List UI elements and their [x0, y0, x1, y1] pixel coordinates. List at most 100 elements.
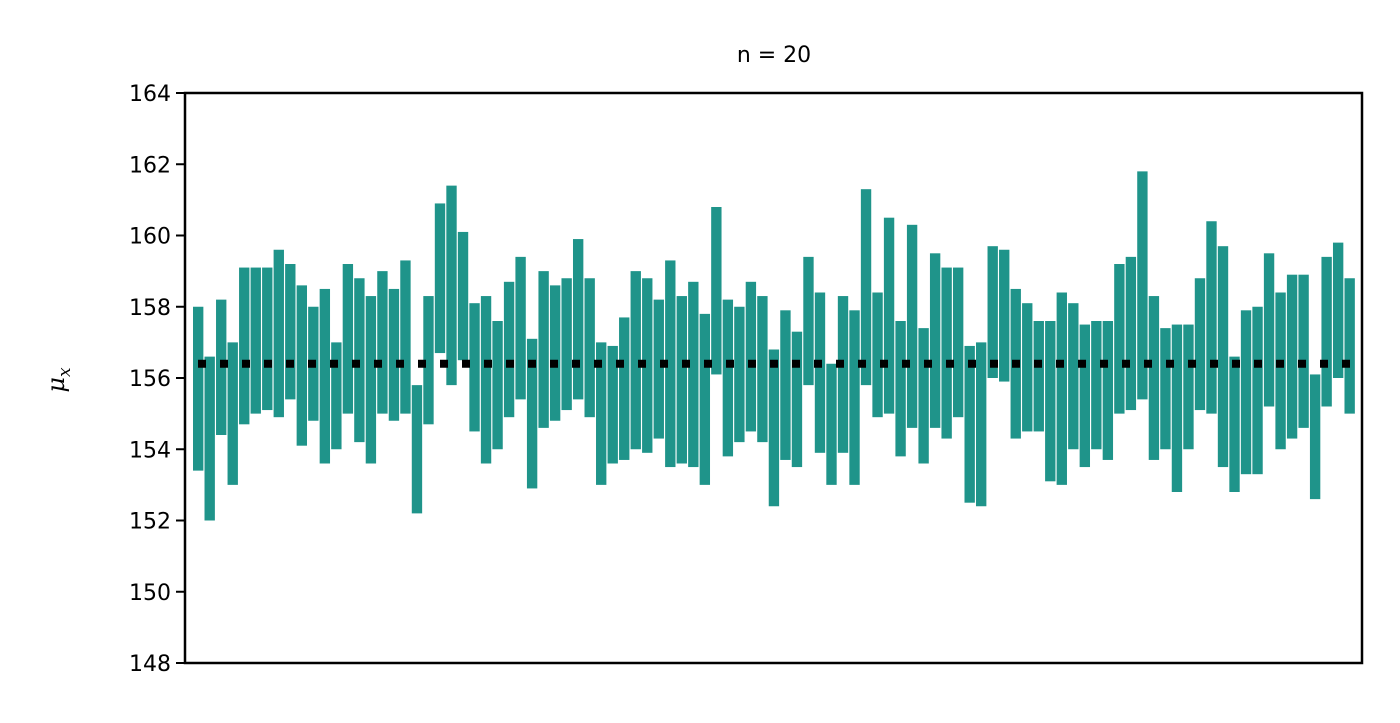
- confidence-interval-bar: [1091, 321, 1102, 450]
- confidence-interval-bar: [734, 306, 745, 443]
- intervals-layer: [193, 171, 1355, 521]
- y-tick-label: 152: [129, 510, 171, 535]
- confidence-interval-bar: [262, 267, 273, 411]
- confidence-interval-bar: [1079, 324, 1091, 468]
- confidence-interval-bar: [906, 224, 918, 428]
- confidence-interval-bar: [803, 256, 814, 386]
- confidence-interval-bar: [941, 267, 952, 439]
- confidence-interval-bar: [400, 260, 411, 414]
- confidence-interval-bar: [699, 313, 711, 485]
- confidence-interval-bar: [607, 345, 618, 464]
- confidence-interval-bar: [860, 189, 872, 386]
- chart-title: n = 20: [737, 43, 811, 68]
- confidence-interval-bar: [814, 292, 826, 453]
- confidence-interval-bar: [492, 321, 503, 450]
- confidence-interval-bar: [503, 281, 515, 418]
- confidence-interval-bar: [1229, 356, 1240, 492]
- y-tick-label: 148: [129, 652, 171, 677]
- confidence-interval-bar: [976, 342, 987, 507]
- confidence-interval-bar: [619, 317, 630, 460]
- confidence-interval-bar: [1125, 256, 1137, 411]
- confidence-interval-bar: [204, 356, 215, 521]
- confidence-interval-bar: [572, 239, 584, 400]
- y-axis-ticks: 148 150 152 154 156 158 160 162 164: [129, 82, 185, 677]
- y-tick-label: 160: [129, 225, 171, 250]
- confidence-interval-bar: [929, 253, 941, 428]
- confidence-interval-bar: [1022, 303, 1033, 432]
- confidence-interval-bar: [1033, 321, 1044, 432]
- confidence-interval-bar: [411, 385, 423, 514]
- confidence-interval-bar: [561, 278, 572, 411]
- confidence-interval-bar: [964, 345, 975, 503]
- confidence-interval-bar: [584, 278, 595, 418]
- confidence-interval-bar: [630, 271, 641, 450]
- confidence-interval-bar: [1137, 171, 1148, 400]
- confidence-interval-bar: [1183, 324, 1194, 450]
- confidence-interval-bar: [826, 363, 837, 485]
- y-axis-label-main: μ: [42, 377, 70, 393]
- y-tick-label: 158: [129, 296, 171, 321]
- confidence-interval-bar: [757, 296, 768, 443]
- confidence-interval-bar: [296, 285, 307, 446]
- confidence-interval-bar: [1263, 253, 1275, 407]
- confidence-interval-bar: [1309, 374, 1321, 500]
- y-axis-label: μx: [42, 367, 75, 393]
- confidence-interval-bar: [1148, 296, 1160, 460]
- y-tick-label: 164: [129, 82, 171, 107]
- confidence-interval-bar: [250, 267, 261, 414]
- confidence-interval-bar: [745, 281, 757, 432]
- confidence-interval-bar: [319, 288, 331, 464]
- confidence-interval-bar: [227, 342, 238, 485]
- confidence-interval-bar: [423, 296, 434, 425]
- confidence-interval-bar: [780, 310, 791, 460]
- confidence-interval-bar: [457, 231, 469, 361]
- confidence-interval-bar: [596, 342, 607, 485]
- plot-frame: [183, 91, 1364, 665]
- confidence-interval-bar: [377, 271, 388, 414]
- confidence-interval-bar: [1252, 306, 1263, 475]
- confidence-interval-bar: [515, 256, 526, 400]
- confidence-interval-bar: [883, 217, 895, 414]
- confidence-interval-bar: [642, 278, 653, 453]
- confidence-interval-bar: [469, 303, 480, 432]
- confidence-interval-bar: [872, 292, 883, 418]
- confidence-interval-bar: [1344, 278, 1355, 414]
- confidence-interval-bar: [1102, 321, 1114, 460]
- confidence-interval-bar: [1217, 246, 1229, 468]
- confidence-interval-bar: [837, 296, 849, 453]
- confidence-interval-bar: [1056, 292, 1067, 485]
- confidence-interval-bar: [1321, 256, 1332, 407]
- confidence-interval-bar: [538, 271, 549, 428]
- confidence-interval-bar: [1194, 278, 1206, 411]
- confidence-interval-bar: [1240, 310, 1252, 475]
- y-axis-label-subscript: x: [55, 367, 75, 377]
- confidence-interval-bar: [768, 349, 780, 507]
- confidence-interval-bar: [918, 328, 929, 464]
- y-tick-label: 150: [129, 581, 171, 606]
- confidence-interval-bar: [526, 338, 538, 489]
- confidence-interval-bar: [1160, 328, 1171, 450]
- y-tick-label: 156: [129, 367, 171, 392]
- confidence-interval-bar: [653, 299, 664, 439]
- confidence-interval-bar: [1206, 221, 1217, 414]
- confidence-interval-bar: [711, 207, 722, 375]
- confidence-interval-bar: [676, 296, 687, 464]
- confidence-interval-bar: [688, 281, 699, 468]
- confidence-interval-bar: [791, 331, 803, 468]
- confidence-interval-bar: [1275, 292, 1286, 450]
- confidence-interval-bar: [1171, 324, 1183, 492]
- confidence-interval-bar: [549, 285, 561, 421]
- confidence-interval-bar: [849, 310, 860, 485]
- confidence-interval-bar: [1114, 264, 1125, 414]
- y-tick-label: 154: [129, 438, 171, 463]
- confidence-interval-bar: [365, 296, 377, 464]
- confidence-interval-bar: [895, 321, 906, 457]
- confidence-interval-bar: [999, 249, 1010, 382]
- confidence-interval-bar: [952, 267, 964, 418]
- y-tick-label: 162: [129, 153, 171, 178]
- confidence-interval-bar: [722, 299, 734, 457]
- confidence-interval-bar: [434, 203, 446, 354]
- confidence-interval-bar: [331, 342, 342, 450]
- svg-text:μx: μx: [42, 367, 75, 393]
